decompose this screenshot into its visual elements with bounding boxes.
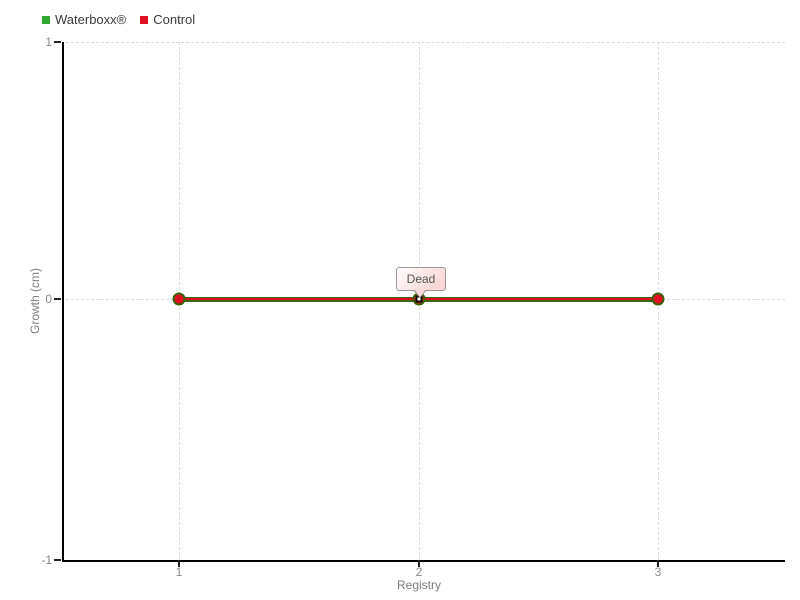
ytick-label-1: 1 [45,35,52,49]
xtick-mark-3 [657,560,659,567]
ytick-mark-0 [54,298,61,300]
x-axis-title: Registry [396,578,441,592]
control-swatch-icon [140,15,149,24]
ytick-label-neg1: -1 [41,553,52,567]
ytick-mark-neg1 [54,559,61,561]
legend-item-control[interactable]: Control [140,12,195,27]
xtick-mark-2 [418,560,420,567]
ytick-mark-1 [54,41,61,43]
dead-point-marker-core [417,297,421,301]
legend-label-control: Control [153,12,196,27]
xtick-label-1: 1 [175,565,183,579]
legend-item-waterboxx[interactable]: Waterboxx® [42,12,126,27]
dead-tooltip-text: Dead [406,272,436,286]
ytick-label-0: 0 [45,292,52,306]
dead-tooltip: Dead [396,267,446,291]
tooltip-pointer-icon [414,289,426,297]
chart-legend: Waterboxx® Control [42,12,195,27]
data-point-registry-1[interactable] [172,292,186,306]
xtick-label-2: 2 [415,565,423,579]
xtick-label-3: 3 [654,565,662,579]
dead-point-marker-icon[interactable] [415,295,423,303]
gridline-y1 [66,42,785,43]
waterboxx-swatch-icon [42,15,50,24]
xtick-mark-1 [178,560,180,567]
data-point-registry-3[interactable] [651,292,665,306]
legend-label-waterboxx: Waterboxx® [55,12,127,27]
y-axis-title: Growth (cm) [28,268,42,334]
